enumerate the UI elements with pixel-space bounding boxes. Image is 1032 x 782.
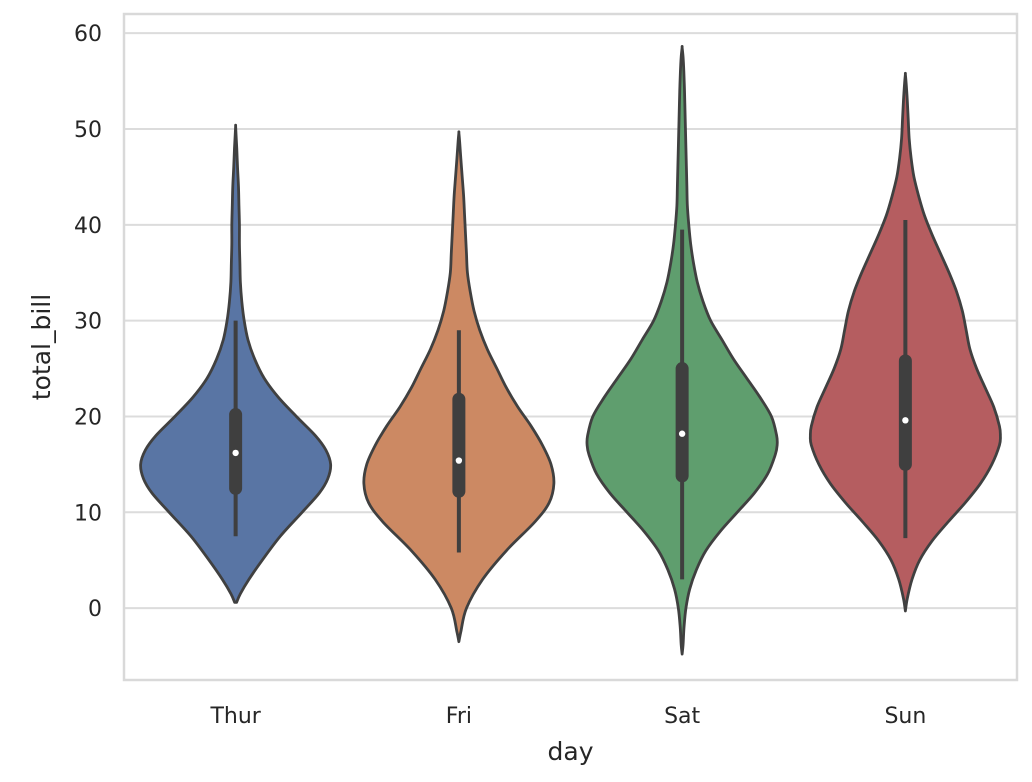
violin-fri bbox=[362, 130, 556, 644]
y-tick-label: 10 bbox=[74, 501, 102, 526]
y-tick-label: 50 bbox=[74, 118, 102, 143]
plot-frame bbox=[122, 12, 1019, 682]
violin-sun bbox=[808, 71, 1002, 613]
violin-median-dot bbox=[455, 457, 463, 464]
x-tick-label-thur: Thur bbox=[209, 704, 261, 729]
violin-sat bbox=[585, 44, 779, 656]
y-tick-label: 40 bbox=[74, 214, 102, 239]
x-tick-label-fri: Fri bbox=[446, 704, 472, 729]
violin-thur bbox=[139, 123, 333, 604]
y-tick-labels: 0 10 20 30 40 50 60 bbox=[74, 22, 102, 622]
y-tick-label: 30 bbox=[74, 310, 102, 335]
y-tick-label: 0 bbox=[88, 597, 102, 622]
violin-median-dot bbox=[232, 449, 239, 457]
x-tick-labels: Thur Fri Sat Sun bbox=[209, 704, 926, 729]
y-axis-label: total_bill bbox=[27, 294, 56, 400]
y-tick-label: 20 bbox=[74, 405, 102, 430]
violins bbox=[139, 44, 1002, 656]
x-tick-label-sun: Sun bbox=[884, 704, 926, 729]
violin-median-dot bbox=[902, 417, 909, 424]
x-tick-label-sat: Sat bbox=[664, 704, 700, 729]
y-tick-label: 60 bbox=[74, 22, 102, 47]
x-axis-label: day bbox=[548, 737, 594, 766]
violin-median-dot bbox=[678, 430, 686, 437]
